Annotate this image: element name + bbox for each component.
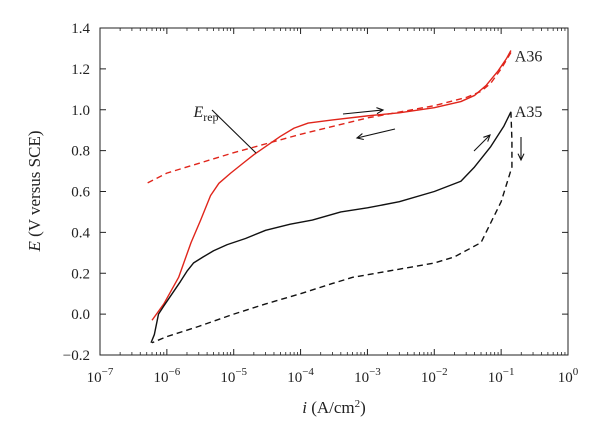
arrow-forward-a36-head [376,107,385,115]
x-tick-label: 10−2 [421,366,448,386]
y-tick-label: 0.6 [71,185,90,201]
y-tick-label: 1.4 [71,21,90,37]
direction-arrows [342,107,525,162]
y-tick-label: 0.8 [71,144,90,160]
x-axis-title: i (A/cm2) [302,398,366,417]
arrow-up-a35-head [483,134,491,142]
y-tick-label: 1.2 [71,62,90,78]
x-tick-label: 10−6 [153,366,180,386]
arrow-reverse-a36 [356,128,396,139]
x-axis-ticks: 10−7 10−6 10−5 10−4 10−3 10−2 10−1 100 [87,28,579,386]
x-tick-label: 10−3 [354,366,381,386]
x-tick-label: 10−7 [87,366,114,386]
x-tick-label: 10−4 [287,366,314,386]
erep-label: Erep [192,104,218,124]
arrow-reverse-a36-head [355,133,364,141]
x-tick-label: 10−1 [488,366,515,386]
y-axis-title: E (V versus SCE) [25,130,44,252]
plot-frame [99,27,569,356]
series-line-1 [146,52,512,184]
series-line-0 [151,50,512,321]
y-tick-label: 0.4 [71,225,90,241]
series-group [146,50,513,344]
label-a35: A35 [515,104,543,121]
y-tick-label: 0.0 [71,307,90,323]
series-line-3 [151,111,513,344]
x-tick-label: 100 [558,366,579,386]
y-tick-label: 1.0 [71,103,90,119]
y-tick-label: 0.2 [71,266,90,282]
erep-leader-line [211,109,257,154]
y-axis-ticks: −0.2 0.0 0.2 0.4 0.6 0.8 1.0 1.2 1.4 [63,21,568,364]
series-line-2 [150,111,512,344]
label-a36: A36 [515,49,543,66]
annotations: A36 A35 Erep [192,49,543,154]
arrow-down-a35-head [517,153,525,162]
x-tick-label: 10−5 [220,366,247,386]
y-tick-label: −0.2 [63,348,90,364]
axes-frame [99,27,569,356]
arrow-up-a35 [473,134,491,152]
arrow-forward-a36 [342,109,384,115]
